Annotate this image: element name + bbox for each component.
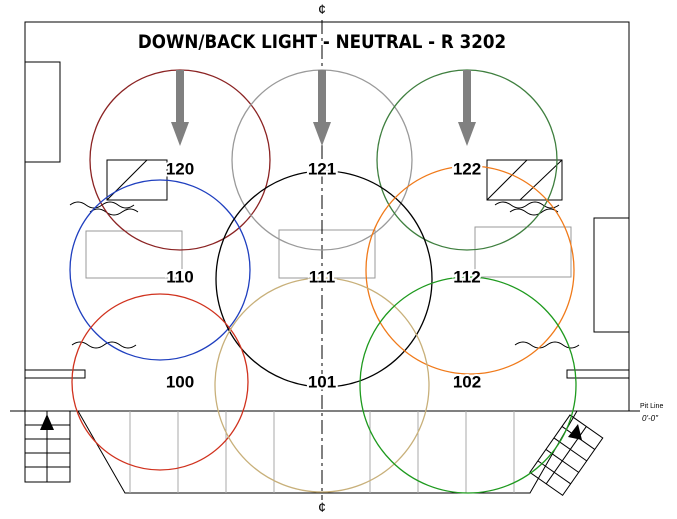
title: DOWN/BACK LIGHT - NEUTRAL - R 3202 [138,31,506,53]
wave [71,341,137,349]
light-circle [71,293,249,471]
stage-outline [24,21,630,412]
wave [514,341,580,349]
light-label: 121 [308,159,336,178]
left-box [24,61,61,163]
set-piece [85,230,183,279]
light-circle [365,165,575,375]
light-circle [215,170,433,388]
stair-arrow [568,424,582,440]
light-label: 100 [166,372,194,391]
right-stair [529,414,604,496]
ledge [24,369,86,379]
arrow [171,70,189,146]
diagonal [519,159,563,201]
light-label: 120 [166,159,194,178]
ledge [566,369,630,379]
light-label: 112 [453,267,480,286]
arrow [313,70,331,146]
light-circle [69,179,251,361]
lights: 120 121 122 110 111 112 100 101 102 [69,69,577,494]
light-label: 122 [453,159,481,178]
light-label: 101 [308,372,336,391]
light-label: 110 [166,267,193,286]
centerline-mark: ¢ [318,1,326,17]
set-piece [474,226,572,278]
light-label: 111 [309,267,336,286]
arrow [458,70,476,146]
pit [77,410,578,494]
light-circle [214,277,430,493]
light-circle [359,276,577,494]
stair-arrow [40,414,54,430]
right-box [593,217,630,333]
pit-line-label: Pit Line [640,403,663,410]
pit-elevation: 0'-0" [642,414,659,423]
light-label: 102 [453,372,481,391]
pit-slats [129,411,515,493]
unit [486,159,563,201]
wave [494,201,560,216]
diagonal [486,159,528,201]
centerline-mark: ¢ [318,499,326,515]
